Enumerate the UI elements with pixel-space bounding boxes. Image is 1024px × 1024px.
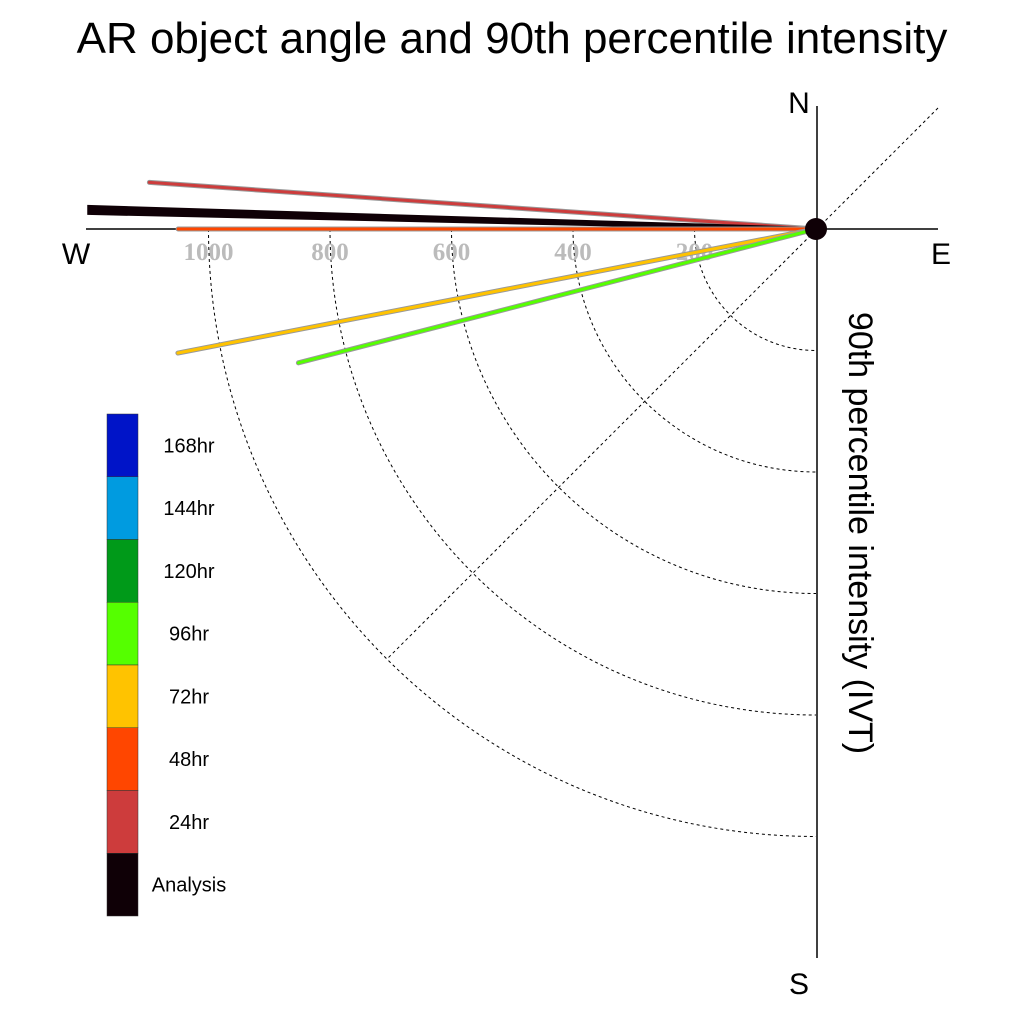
legend-swatch [106, 602, 139, 666]
legend-swatch [106, 790, 139, 854]
legend-label: Analysis [152, 875, 226, 897]
radial-tick-label: 1000 [184, 239, 234, 266]
legend-swatch [106, 476, 139, 540]
legend-swatch [106, 853, 139, 917]
legend-label: 144hr [163, 498, 214, 520]
grid-arc [208, 228, 817, 837]
ray-96hr [296, 227, 818, 365]
legend-swatch [106, 727, 139, 791]
legend-label: 168hr [163, 435, 214, 457]
y-axis-label: 90th percentile intensity (IVT) [841, 312, 879, 754]
grid-layer [208, 228, 817, 837]
grid-arc [329, 228, 817, 716]
diagonal-grid-line [386, 107, 939, 660]
radial-tick-label: 800 [311, 239, 349, 266]
west-label: W [62, 238, 91, 271]
legend-label: 48hr [169, 749, 209, 771]
legend-swatch [106, 539, 139, 603]
legend-swatch [106, 664, 139, 728]
legend-label: 120hr [163, 561, 214, 583]
ray-24hr [147, 180, 818, 231]
radial-tick-label: 600 [433, 239, 471, 266]
ray-layer [87, 179, 819, 366]
ray-72hr [176, 227, 818, 355]
north-label: N [788, 87, 810, 120]
south-label: S [789, 968, 809, 1001]
chart-title: AR object angle and 90th percentile inte… [76, 14, 948, 63]
legend-swatch [106, 413, 139, 477]
legend: 168hr 144hr 120hr 96hr 72hr 48hr 24hr Analysis [106, 413, 226, 917]
ray-analysis [87, 204, 816, 231]
origin-marker [805, 218, 827, 240]
east-label: E [931, 238, 951, 271]
radial-tick-label: 400 [554, 239, 592, 266]
legend-label: 24hr [169, 812, 209, 834]
grid-arc [572, 228, 817, 473]
legend-label: 72hr [169, 686, 209, 708]
grid-arc [451, 228, 817, 594]
legend-label: 96hr [169, 624, 209, 646]
